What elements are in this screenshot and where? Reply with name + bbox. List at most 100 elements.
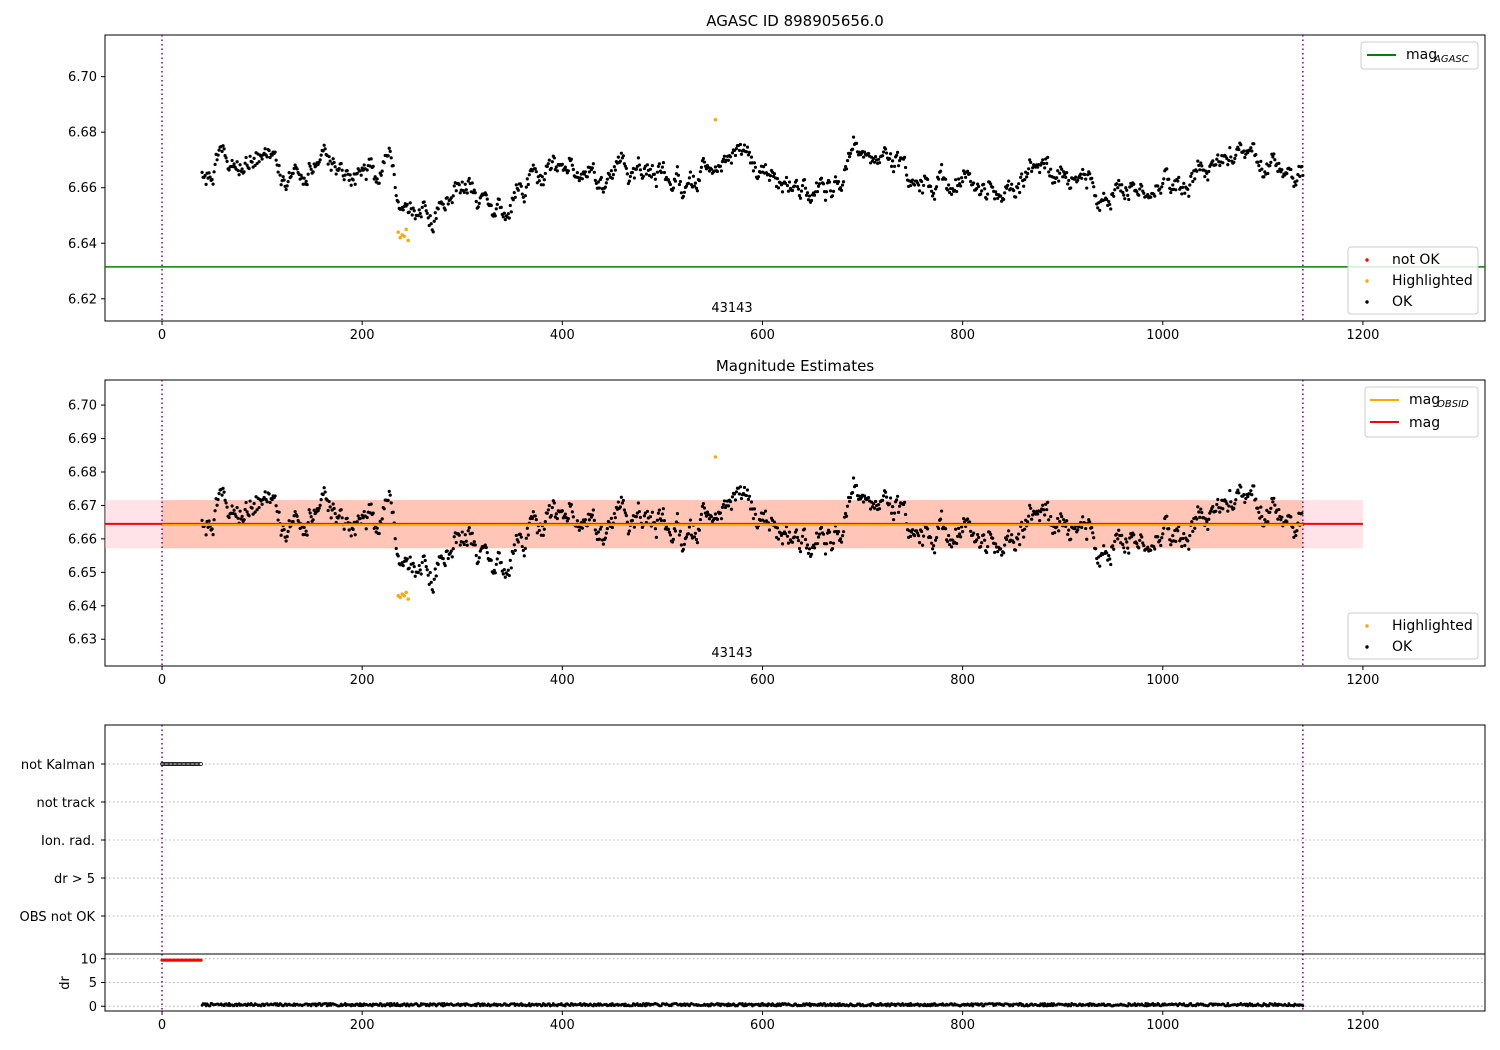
point-ok xyxy=(891,517,896,522)
point-ok xyxy=(238,163,242,167)
point-ok xyxy=(1091,181,1095,185)
point-ok xyxy=(1200,510,1204,515)
point-ok xyxy=(508,558,512,562)
point-ok xyxy=(309,167,313,171)
point-ok xyxy=(836,529,841,534)
point-ok xyxy=(417,563,421,568)
point-ok xyxy=(1140,184,1144,188)
point-ok xyxy=(1207,169,1211,174)
point-ok xyxy=(803,186,808,190)
point-ok xyxy=(1141,541,1145,545)
point-ok xyxy=(596,180,600,184)
point-ok xyxy=(465,543,469,547)
dr-point-ok xyxy=(563,1004,567,1008)
point-highlighted xyxy=(406,597,410,601)
point-ok xyxy=(1233,502,1237,506)
point-ok xyxy=(1057,529,1061,533)
point-ok xyxy=(433,211,437,215)
point-ok xyxy=(1025,175,1029,179)
point-ok xyxy=(1026,171,1030,176)
point-ok xyxy=(457,183,461,187)
point-ok xyxy=(549,166,553,170)
point-ok xyxy=(552,156,556,160)
point-ok xyxy=(319,153,323,157)
point-ok xyxy=(767,528,772,532)
point-ok xyxy=(316,509,320,513)
point-ok xyxy=(220,149,224,153)
point-ok xyxy=(986,544,990,549)
point-ok xyxy=(1183,191,1187,195)
point-ok xyxy=(443,208,447,212)
point-ok xyxy=(464,539,468,543)
point-ok xyxy=(764,519,769,523)
point-ok xyxy=(794,178,799,182)
point-ok xyxy=(1161,181,1165,186)
point-ok xyxy=(833,175,838,179)
point-ok xyxy=(912,534,917,538)
point-ok xyxy=(466,529,470,533)
dr-point-ok xyxy=(1267,1004,1271,1008)
point-ok xyxy=(401,564,405,568)
point-ok xyxy=(284,187,288,192)
point-ok xyxy=(1138,187,1142,191)
point-ok xyxy=(1211,504,1215,509)
point-ok xyxy=(422,200,426,204)
point-ok xyxy=(603,185,607,189)
point-ok xyxy=(794,528,799,532)
point-ok xyxy=(355,520,359,524)
point-ok xyxy=(783,181,788,185)
point-ok xyxy=(506,212,510,216)
flag-label-not-kalman: not Kalman xyxy=(21,758,95,773)
point-ok xyxy=(1107,199,1111,204)
point-ok xyxy=(768,174,773,178)
point-ok xyxy=(656,511,661,515)
point-ok xyxy=(819,176,824,180)
point-ok xyxy=(920,191,925,195)
point-ok xyxy=(563,512,567,516)
point-ok xyxy=(590,166,594,170)
point-ok xyxy=(276,170,280,174)
point-ok xyxy=(701,156,706,161)
point-ok xyxy=(358,169,362,173)
point-ok xyxy=(1234,498,1238,502)
point-ok xyxy=(673,529,678,533)
point-ok xyxy=(871,156,876,161)
point-ok xyxy=(537,179,541,183)
point-ok xyxy=(526,533,530,537)
point-ok xyxy=(305,182,309,187)
point-ok xyxy=(244,500,248,505)
point-ok xyxy=(379,173,383,177)
point-ok xyxy=(1193,526,1197,530)
point-ok xyxy=(250,506,254,510)
point-ok xyxy=(1162,526,1166,530)
point-ok xyxy=(1301,173,1305,178)
point-ok xyxy=(1053,180,1057,185)
point-ok xyxy=(698,170,703,174)
point-ok xyxy=(1012,189,1016,193)
point-ok xyxy=(1113,188,1117,192)
point-ok xyxy=(270,497,274,502)
point-ok xyxy=(873,499,878,504)
point-ok xyxy=(1149,548,1153,552)
panel-flags-labels: not Kalman not track Ion. rad. dr > 5 OB… xyxy=(20,758,96,925)
point-ok xyxy=(890,159,895,163)
point-ok xyxy=(485,551,489,555)
point-ok xyxy=(1285,171,1289,176)
point-ok xyxy=(877,507,882,511)
point-ok xyxy=(1102,191,1106,195)
point-ok xyxy=(790,540,795,544)
point-ok xyxy=(1085,186,1089,190)
point-ok xyxy=(248,499,252,503)
point-ok xyxy=(684,535,689,539)
point-ok xyxy=(661,507,666,511)
dr-point-not-ok xyxy=(199,958,203,962)
point-ok xyxy=(1085,537,1089,541)
point-ok xyxy=(533,167,537,171)
point-ok xyxy=(260,502,264,506)
point-ok xyxy=(1199,507,1203,511)
point-ok xyxy=(210,177,214,182)
point-ok xyxy=(550,506,554,510)
legend-mag-dot-ok xyxy=(1365,645,1369,649)
point-ok xyxy=(1239,485,1243,489)
x-tick-label: 600 xyxy=(750,328,775,343)
